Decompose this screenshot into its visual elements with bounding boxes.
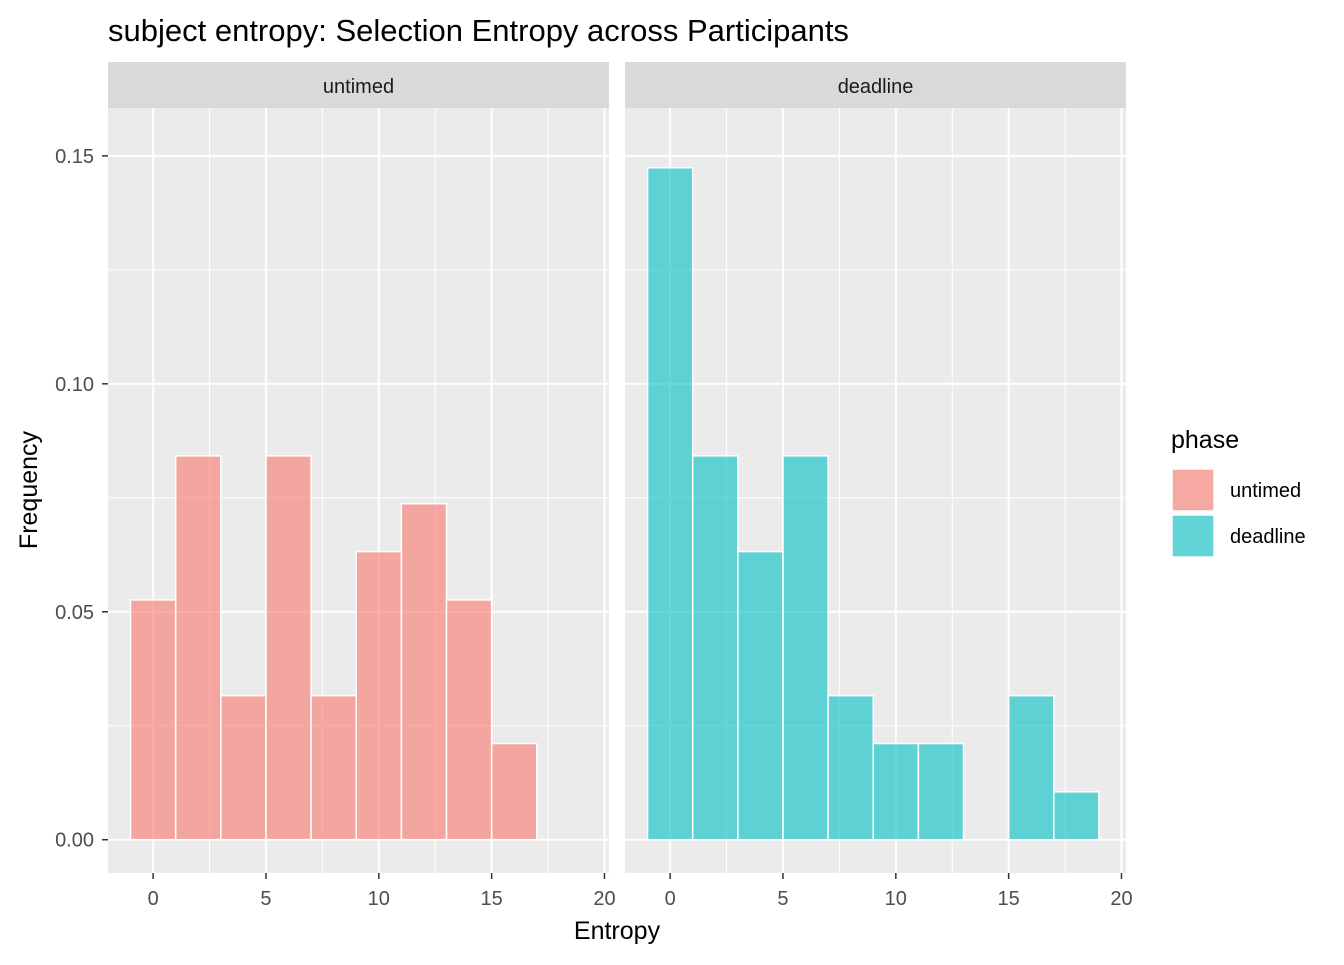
facet-panels: untimed 0 5 10 15 20 0.00 0.05 0.10 0.15 deadline 0…: [55, 62, 1133, 910]
facet-strip-untimed: [108, 62, 609, 108]
legend-label: untimed: [1230, 480, 1301, 502]
legend-swatch: [1171, 514, 1215, 558]
histogram-bar: [646, 166, 694, 841]
histogram-bar: [1007, 694, 1055, 841]
histogram-bar: [220, 694, 267, 841]
histogram-bar: [827, 694, 874, 841]
histogram-bar: [872, 742, 920, 841]
x-axis-title: Entropy: [574, 917, 661, 945]
y-tick-label: 0.15: [55, 146, 94, 168]
x-tick-label: 10: [368, 888, 390, 910]
histogram-bar: [129, 599, 177, 841]
histogram-bar: [400, 502, 448, 841]
x-tick-label: 15: [481, 888, 503, 910]
facet-strip-label: untimed: [323, 76, 394, 98]
y-tick-label: 0.05: [55, 602, 94, 624]
histogram-bar: [691, 455, 739, 841]
x-tick-label: 20: [593, 888, 615, 910]
histogram-bar: [490, 742, 538, 841]
histogram-bar: [1053, 791, 1100, 841]
x-tick-label: 5: [260, 888, 271, 910]
x-tick-label: 10: [885, 888, 907, 910]
histogram-bar: [310, 694, 357, 841]
chart-title: subject entropy: Selection Entropy acros…: [108, 13, 849, 48]
legend-label: deadline: [1230, 526, 1306, 548]
x-tick-label: 20: [1110, 888, 1132, 910]
histogram-bar: [265, 455, 312, 841]
histogram-bar: [782, 455, 829, 841]
histogram-bar: [737, 550, 784, 841]
legend-swatch: [1171, 468, 1215, 512]
histogram-bar: [355, 550, 403, 841]
y-tick-label: 0.10: [55, 374, 94, 396]
x-tick-label: 0: [148, 888, 159, 910]
facet-strip-label: deadline: [838, 76, 914, 98]
facet-strip-deadline: [625, 62, 1126, 108]
histogram-bar: [445, 599, 493, 841]
facet-panel-deadline: deadline 0 5 10 15 20: [625, 62, 1133, 910]
x-tick-label: 5: [777, 888, 788, 910]
histogram-bar: [917, 742, 965, 841]
legend: phase untimed deadline: [1171, 426, 1306, 558]
histogram-bar: [174, 455, 222, 841]
y-tick-label: 0.00: [55, 830, 94, 852]
facet-panel-untimed: untimed 0 5 10 15 20 0.00 0.05 0.10 0.15: [55, 62, 616, 910]
legend-title: phase: [1171, 426, 1239, 454]
legend-items: untimed deadline: [1171, 468, 1306, 558]
x-tick-label: 0: [665, 888, 676, 910]
x-tick-label: 15: [998, 888, 1020, 910]
y-axis-title: Frequency: [15, 430, 43, 549]
